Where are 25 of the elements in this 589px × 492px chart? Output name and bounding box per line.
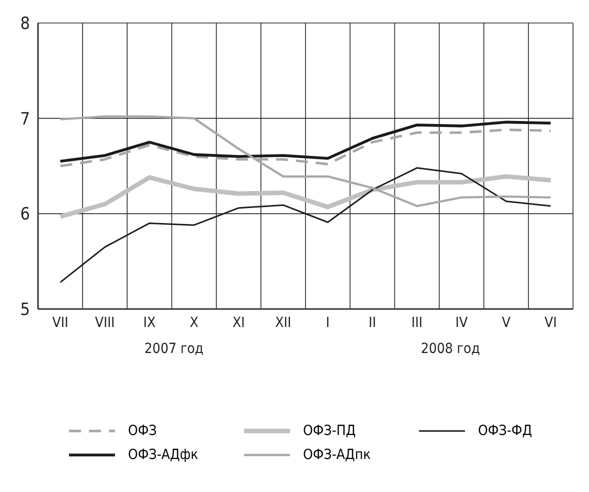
text: 2008 год: [420, 341, 481, 357]
y-tick-label: 5: [20, 300, 30, 320]
x-tick-label: I: [326, 314, 330, 331]
y-tick-label: 7: [20, 109, 30, 130]
x-tick-label: IV: [455, 314, 468, 331]
x-tick-label: XII: [275, 314, 292, 331]
legend-label: ОФЗ-ПД: [303, 423, 356, 439]
legend-label: ОФЗ-АДфк: [128, 447, 198, 463]
text: 2007 год: [143, 341, 204, 357]
line-series: [59, 115, 552, 208]
x-tick-label: X: [190, 314, 199, 331]
x-tick-label: VI: [544, 314, 557, 331]
x-tick-label: VIII: [95, 314, 115, 331]
x-tick-label: VII: [52, 314, 68, 331]
line-series: [58, 174, 553, 219]
x-tick-label: III: [411, 314, 423, 331]
y-tick-label: 6: [20, 204, 30, 225]
x-tick-label: IX: [143, 314, 156, 331]
legend-label: ОФЗ-ФД: [478, 423, 532, 439]
x-tick-label: V: [502, 314, 511, 331]
legend-label: ОФЗ: [128, 423, 157, 439]
x-tick-label: XI: [232, 314, 245, 331]
x-tick-label: II: [368, 314, 376, 331]
legend-label: ОФЗ-АДпк: [303, 447, 371, 463]
y-tick-label: 8: [20, 14, 30, 34]
